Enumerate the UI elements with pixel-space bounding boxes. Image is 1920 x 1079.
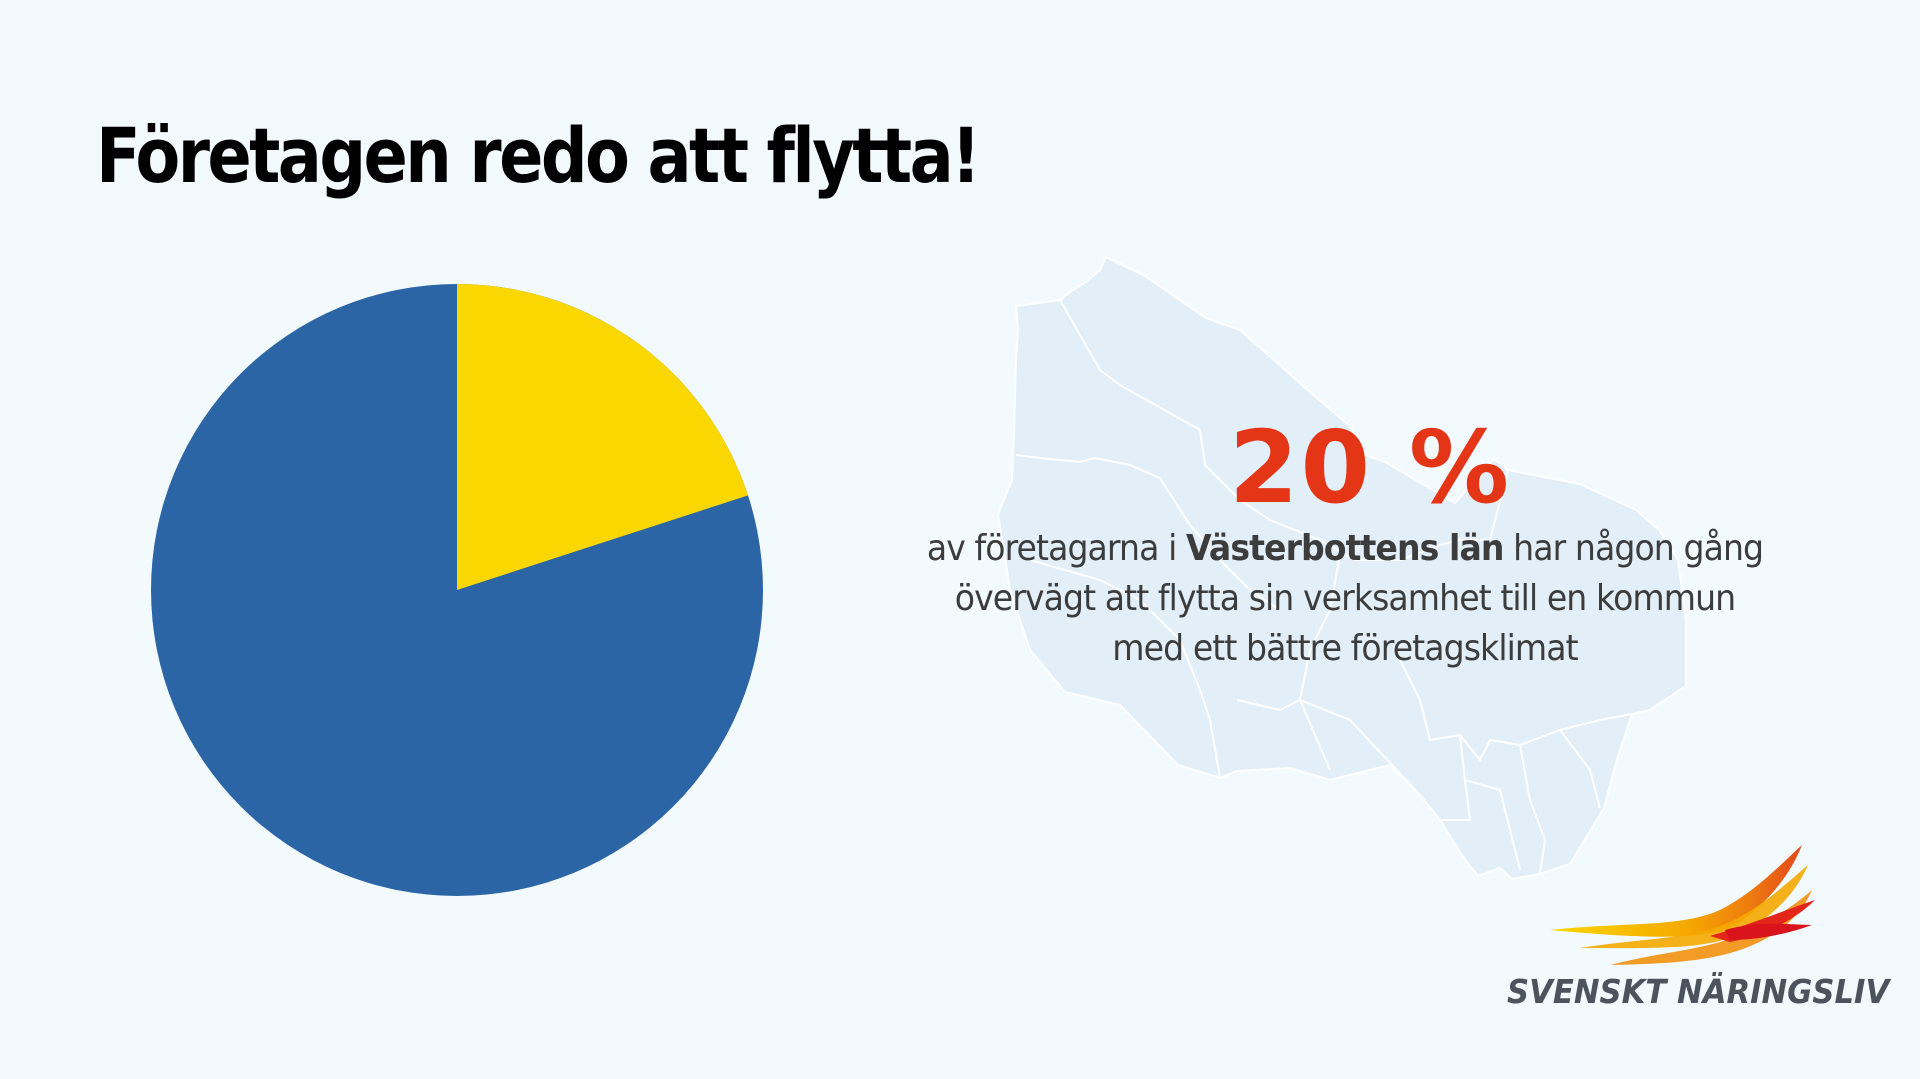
- description-text: av företagarna i: [926, 528, 1186, 569]
- page-title: Företagen redo att flytta!: [96, 111, 981, 200]
- description-text: har någon gång: [1503, 528, 1764, 569]
- stat-description-line-2: övervägt att flytta sin verksamhet till …: [954, 578, 1736, 619]
- stat-description: av företagarna i Västerbottens län har n…: [845, 524, 1845, 674]
- region-name: Västerbottens län: [1185, 528, 1504, 569]
- stat-percentage: 20 %: [1228, 409, 1512, 526]
- pie-chart: [151, 284, 763, 896]
- stat-description-line-1: av företagarna i Västerbottens län har n…: [885, 524, 1805, 574]
- logo-text: SVENSKT NÄRINGSLIV: [1507, 972, 1890, 1011]
- wings-logo-icon: [1550, 845, 1815, 965]
- stat-description-line-3: med ett bättre företagsklimat: [1112, 628, 1578, 669]
- pie-slice-highlight: [457, 284, 748, 590]
